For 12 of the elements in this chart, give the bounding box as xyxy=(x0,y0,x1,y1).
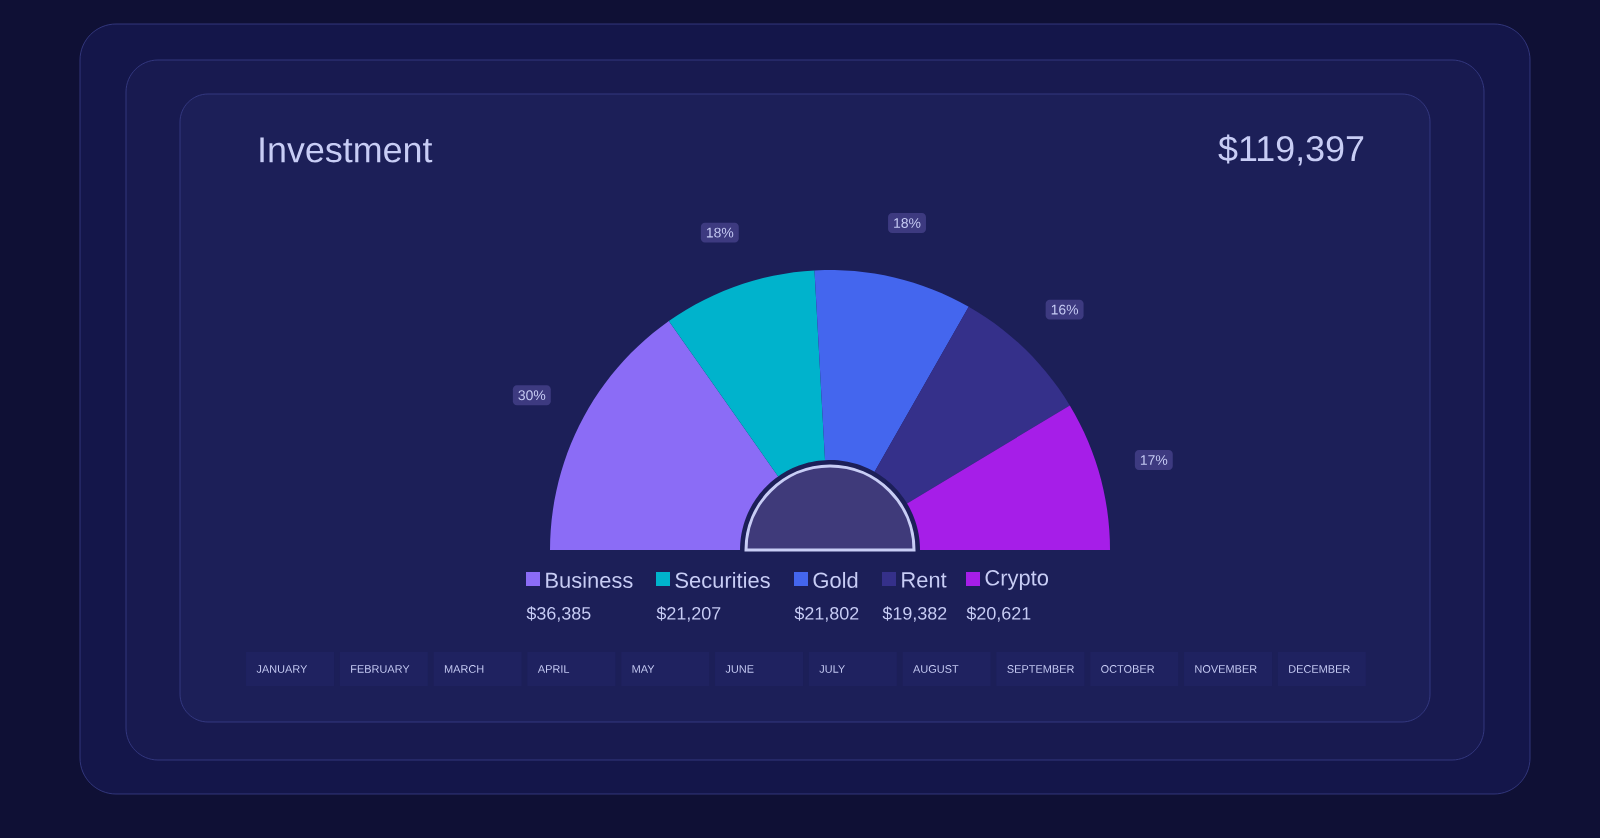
chart-title: Investment xyxy=(260,137,433,163)
data-label: $19,382 xyxy=(882,606,947,622)
legend-label: Business xyxy=(546,571,633,589)
legend-label: Gold xyxy=(813,571,858,589)
data-label: $21,207 xyxy=(656,606,721,622)
legend-label: Rent xyxy=(902,572,947,588)
data-label: $21,802 xyxy=(794,606,859,622)
data-label: $36,385 xyxy=(526,606,591,622)
legend-label: Securities xyxy=(675,571,770,589)
text: $119,397 xyxy=(1218,134,1364,166)
legend-label: Crypto xyxy=(985,570,1049,590)
data-label: $20,621 xyxy=(966,606,1031,622)
